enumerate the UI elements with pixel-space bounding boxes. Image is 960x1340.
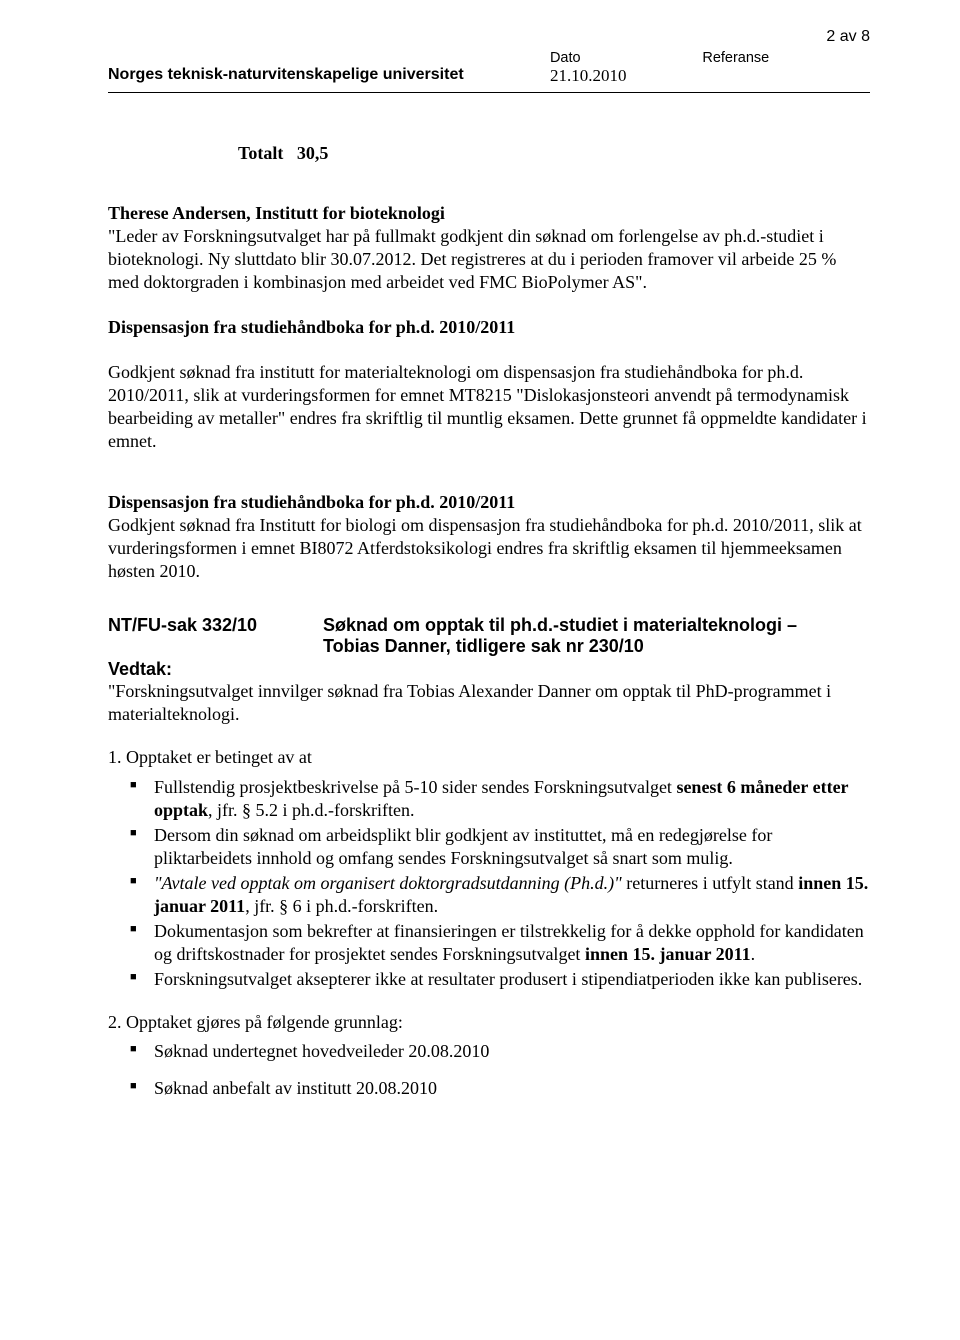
opptak2-heading: 2. Opptaket gjøres på følgende grunnlag: xyxy=(108,1011,870,1034)
header-spacer xyxy=(108,50,550,66)
list-item: Fullstendig prosjektbeskrivelse på 5-10 … xyxy=(108,776,870,822)
disp2-section: Dispensasjon fra studiehåndboka for ph.d… xyxy=(108,491,870,583)
referanse-label: Referanse xyxy=(702,50,870,66)
therese-heading: Therese Andersen, Institutt for biotekno… xyxy=(108,202,870,225)
disp2-heading: Dispensasjon fra studiehåndboka for ph.d… xyxy=(108,491,870,514)
list-item: Forskningsutvalget aksepterer ikke at re… xyxy=(108,968,870,991)
header-labels-row: Dato Referanse xyxy=(108,50,870,66)
dato-value: 21.10.2010 xyxy=(550,66,702,86)
total-label: Totalt xyxy=(238,143,283,163)
disp1-heading-block: Dispensasjon fra studiehåndboka for ph.d… xyxy=(108,316,870,339)
therese-section: Therese Andersen, Institutt for biotekno… xyxy=(108,202,870,294)
document-page: 2 av 8 Dato Referanse Norges teknisk-nat… xyxy=(0,0,960,1340)
list-item: Søknad anbefalt av institutt 20.08.2010 xyxy=(108,1077,870,1100)
nt-sak-label: NT/FU-sak 332/10 xyxy=(108,615,323,657)
dato-label: Dato xyxy=(550,50,702,66)
total-value: 30,5 xyxy=(297,143,329,163)
opptak2-bullets: Søknad undertegnet hovedveileder 20.08.2… xyxy=(108,1040,870,1100)
header-divider xyxy=(108,92,870,93)
header-values-row: Norges teknisk-naturvitenskapelige unive… xyxy=(108,66,870,86)
disp2-body: Godkjent søknad fra Institutt for biolog… xyxy=(108,514,870,583)
therese-body: "Leder av Forskningsutvalget har på full… xyxy=(108,225,870,294)
disp1-body: Godkjent søknad fra institutt for materi… xyxy=(108,361,870,453)
opptak1-bullets: Fullstendig prosjektbeskrivelse på 5-10 … xyxy=(108,776,870,991)
nt-title-line1: Søknad om opptak til ph.d.-studiet i mat… xyxy=(323,615,797,635)
list-item: Dersom din søknad om arbeidsplikt blir g… xyxy=(108,824,870,870)
list-item: "Avtale ved opptak om organisert doktorg… xyxy=(108,872,870,918)
opptak1-heading: 1. Opptaket er betinget av at xyxy=(108,746,870,769)
vedtak-label: Vedtak: xyxy=(108,659,870,680)
list-item: Dokumentasjon som bekrefter at finansier… xyxy=(108,920,870,966)
disp1-heading: Dispensasjon fra studiehåndboka for ph.d… xyxy=(108,316,870,339)
nt-sak-title: Søknad om opptak til ph.d.-studiet i mat… xyxy=(323,615,870,657)
list-item: Søknad undertegnet hovedveileder 20.08.2… xyxy=(108,1040,870,1063)
nt-title-line2: Tobias Danner, tidligere sak nr 230/10 xyxy=(323,636,644,656)
referanse-value xyxy=(702,66,870,86)
page-number: 2 av 8 xyxy=(826,28,870,46)
institution-name: Norges teknisk-naturvitenskapelige unive… xyxy=(108,66,550,86)
nt-sak-row: NT/FU-sak 332/10 Søknad om opptak til ph… xyxy=(108,615,870,657)
total-line: Totalt 30,5 xyxy=(238,143,870,164)
vedtak-body: "Forskningsutvalget innvilger søknad fra… xyxy=(108,680,870,726)
